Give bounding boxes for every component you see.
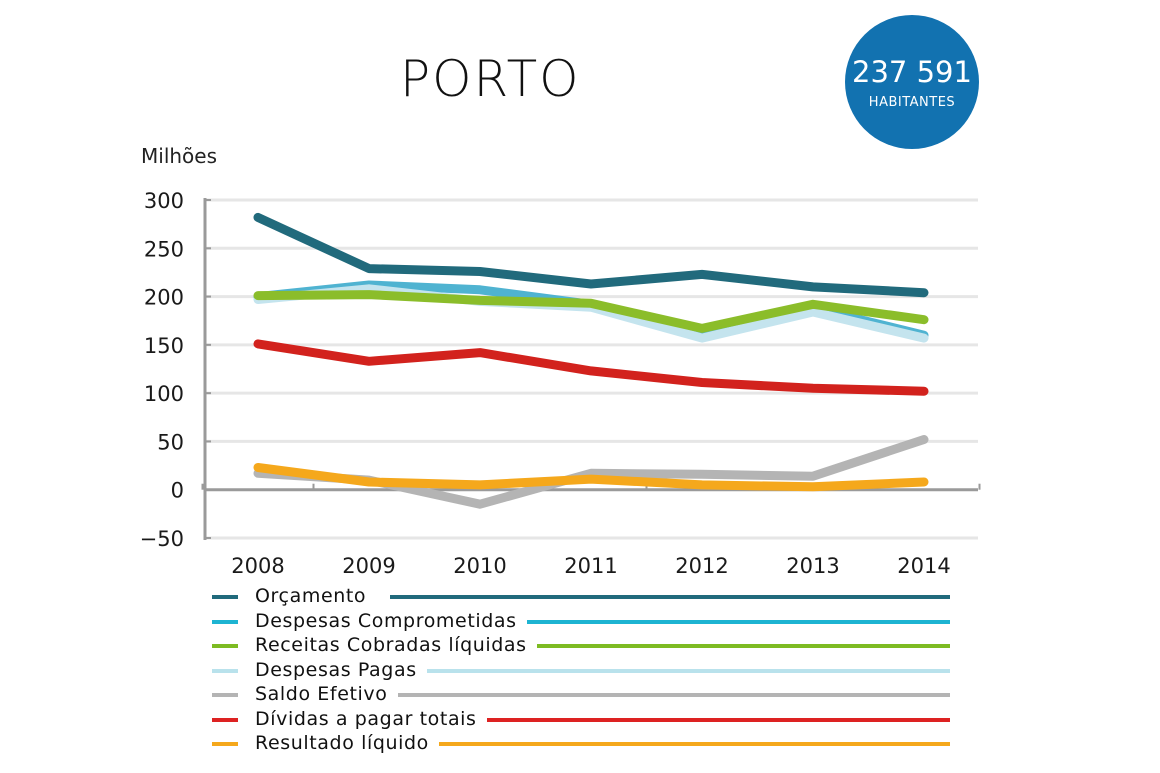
legend-label: Orçamento xyxy=(255,585,377,607)
x-tick-label: 2009 xyxy=(342,554,395,578)
legend-swatch xyxy=(212,693,238,697)
y-tick-label: 100 xyxy=(144,382,184,406)
legend-label: Receitas Cobradas líquidas xyxy=(255,634,537,656)
legend-rule xyxy=(390,668,950,673)
y-tick-label: 50 xyxy=(157,430,184,454)
chart-title: PORTO xyxy=(400,50,581,108)
legend-rule xyxy=(390,619,950,624)
legend-item: Despesas Comprometidas xyxy=(210,609,950,635)
legend-swatch xyxy=(212,668,238,673)
y-tick-label: 200 xyxy=(144,286,184,310)
legend-item: Saldo Efetivo xyxy=(210,683,950,708)
x-tick-label: 2011 xyxy=(564,554,617,578)
x-tick-label: 2012 xyxy=(675,554,728,578)
x-tick-label: 2008 xyxy=(231,554,284,578)
population-value: 237 591 xyxy=(852,55,972,89)
y-axis-unit-label: Milhões xyxy=(141,144,218,168)
legend-swatch xyxy=(212,742,238,746)
series-line-saldo-efetivo xyxy=(253,435,929,509)
y-tick-label: −50 xyxy=(140,527,184,551)
y-tick-label: 150 xyxy=(144,334,184,358)
legend-item: Receitas Cobradas líquidas xyxy=(210,634,950,659)
x-tick-label: 2014 xyxy=(897,554,950,578)
legend-label: Despesas Pagas xyxy=(255,658,427,681)
y-tick-label: 250 xyxy=(144,237,184,261)
series-lines xyxy=(253,212,929,509)
legend-label: Saldo Efetivo xyxy=(255,683,398,705)
legend-item: Orçamento xyxy=(210,585,950,610)
x-tick-label: 2013 xyxy=(786,554,839,578)
x-tick-labels: 2008 2009 2010 2011 2012 2013 2014 xyxy=(231,554,950,578)
population-label: HABITANTES xyxy=(868,95,956,110)
legend-swatch xyxy=(212,644,238,648)
y-tick-label: 0 xyxy=(171,479,184,503)
x-tick-label: 2010 xyxy=(453,554,506,578)
y-tick-label: 300 xyxy=(144,189,184,213)
legend-rule xyxy=(390,644,950,648)
legend-label: Despesas Comprometidas xyxy=(255,609,527,632)
legend-item: Resultado líquido xyxy=(210,732,950,757)
legend: Orçamento Despesas Comprometidas Receitas … xyxy=(210,585,950,757)
legend-rule xyxy=(390,717,950,722)
series-line-orcamento xyxy=(253,212,929,298)
legend-swatch xyxy=(212,595,238,599)
legend-label: Dívidas a pagar totais xyxy=(255,707,487,730)
legend-item: Despesas Pagas xyxy=(210,658,950,684)
legend-label: Resultado líquido xyxy=(255,732,439,754)
legend-rule xyxy=(390,742,950,746)
legend-swatch xyxy=(212,717,238,722)
y-tick-labels: 300 250 200 150 100 50 0 −50 xyxy=(140,189,184,551)
legend-swatch xyxy=(212,619,238,624)
population-badge: 237 591 HABITANTES xyxy=(845,15,979,149)
legend-rule xyxy=(390,595,950,599)
legend-item: Dívidas a pagar totais xyxy=(210,707,950,733)
series-line-dividas-a-pagar-totais xyxy=(253,339,929,396)
legend-rule xyxy=(390,693,950,697)
